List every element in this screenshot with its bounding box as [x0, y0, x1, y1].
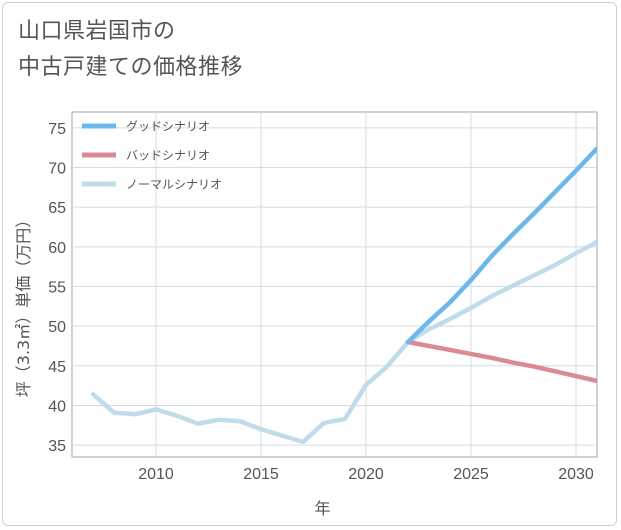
- series-line-normal: [90, 239, 597, 445]
- x-tick-label: 2010: [138, 466, 174, 483]
- plot-area: [71, 111, 598, 458]
- x-tick-label: 2030: [558, 466, 594, 483]
- series-line-good: [405, 146, 597, 345]
- y-tick-label: 55: [48, 279, 66, 296]
- y-axis-label: 坪（3.3㎡）単価（万円）: [14, 212, 33, 397]
- y-tick-label: 75: [48, 121, 66, 138]
- x-tick-label: 2025: [453, 466, 489, 483]
- y-tick-label: 70: [48, 161, 66, 178]
- y-tick-label: 65: [48, 200, 66, 217]
- chart-title-line1: 山口県岩国市の: [18, 19, 176, 44]
- legend-label-bad: バッドシナリオ: [126, 149, 210, 163]
- legend-label-good: グッドシナリオ: [126, 120, 210, 134]
- y-tick-label: 45: [48, 359, 66, 376]
- x-axis-label: 年: [314, 499, 330, 518]
- legend-label-normal: ノーマルシナリオ: [126, 178, 222, 192]
- y-tick-label: 60: [48, 240, 66, 257]
- y-tick-label: 35: [48, 438, 66, 455]
- y-tick-label: 40: [48, 398, 66, 415]
- x-tick-label: 2015: [243, 466, 279, 483]
- y-tick-label: 50: [48, 319, 66, 336]
- chart-title-line2: 中古戸建ての価格推移: [18, 55, 244, 80]
- chart-title: 山口県岩国市の 中古戸建ての価格推移: [18, 14, 243, 86]
- series-line-bad: [405, 339, 597, 384]
- x-tick-label: 2020: [348, 466, 384, 483]
